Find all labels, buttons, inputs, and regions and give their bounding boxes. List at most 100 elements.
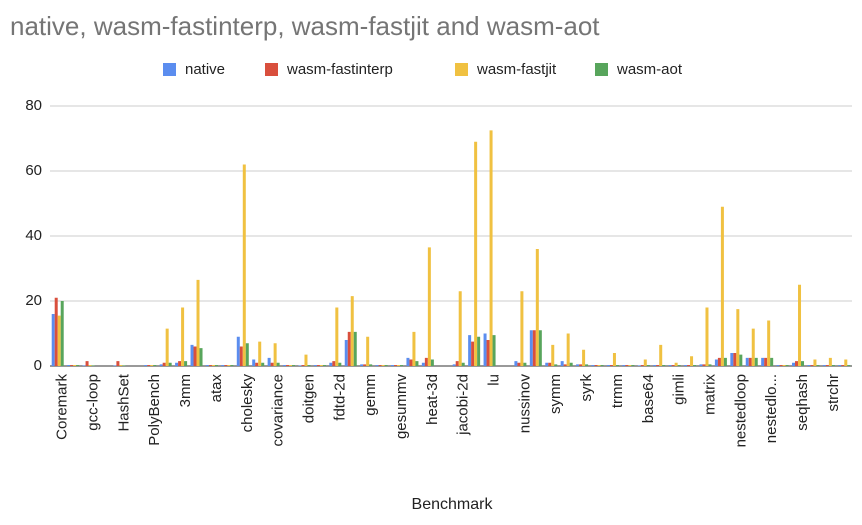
- bar: [353, 331, 357, 366]
- bar: [699, 364, 703, 366]
- bar: [831, 365, 835, 366]
- bar: [807, 365, 811, 366]
- x-tick-label: lu: [486, 374, 503, 386]
- bar: [520, 291, 524, 366]
- x-tick-label: PolyBench: [146, 374, 163, 446]
- bar: [622, 365, 626, 366]
- legend-label: wasm-fastjit: [476, 61, 557, 78]
- x-tick-label: cholesky: [239, 374, 256, 433]
- x-tick-label: covariance: [270, 374, 287, 447]
- bar: [54, 297, 58, 366]
- bar: [838, 365, 842, 366]
- y-tick-label: 60: [25, 162, 42, 179]
- bar: [242, 164, 246, 366]
- bar: [474, 141, 478, 366]
- bar: [795, 361, 799, 366]
- bar: [193, 346, 197, 366]
- bar: [461, 362, 465, 366]
- bar: [548, 362, 552, 366]
- bar: [612, 353, 616, 366]
- bar: [517, 362, 521, 366]
- bar: [489, 130, 493, 366]
- bar: [594, 365, 598, 366]
- bar: [73, 365, 77, 366]
- bar: [690, 356, 694, 366]
- bar: [221, 365, 225, 366]
- bar: [720, 206, 724, 366]
- bar: [739, 354, 743, 366]
- legend-swatch: [455, 63, 468, 76]
- bar: [350, 296, 354, 366]
- bar: [344, 340, 348, 366]
- bar: [628, 365, 632, 366]
- bar: [369, 364, 373, 366]
- bar: [255, 362, 259, 366]
- x-tick-label: seqhash: [794, 374, 811, 431]
- bar: [76, 365, 80, 366]
- legend-swatch: [595, 63, 608, 76]
- bar: [492, 335, 496, 366]
- y-tick-label: 20: [25, 292, 42, 309]
- x-tick-label: fdtd-2d: [331, 374, 348, 421]
- bar: [798, 284, 802, 366]
- bar: [671, 365, 675, 366]
- bar: [477, 336, 481, 366]
- x-tick-label: jacobi-2d: [455, 374, 472, 436]
- bar: [116, 361, 120, 366]
- bar: [782, 365, 786, 366]
- bar: [85, 361, 89, 366]
- bar: [391, 365, 395, 366]
- bar: [631, 365, 635, 366]
- bar: [332, 361, 336, 366]
- bar: [615, 365, 619, 366]
- bar: [532, 330, 536, 366]
- bar: [751, 328, 755, 366]
- bar: [286, 365, 290, 366]
- bar: [825, 365, 829, 366]
- bar: [551, 344, 555, 366]
- bar: [427, 247, 431, 366]
- bar: [258, 341, 262, 366]
- bar: [717, 357, 721, 366]
- bar: [844, 359, 848, 366]
- bar: [70, 365, 74, 366]
- bar: [214, 365, 218, 366]
- bar: [230, 365, 234, 366]
- bar: [421, 362, 425, 366]
- bar: [730, 353, 734, 366]
- bar: [606, 365, 610, 366]
- x-tick-label: HashSet: [115, 373, 132, 431]
- bar: [761, 357, 765, 366]
- bar: [714, 359, 718, 366]
- legend-swatch: [163, 63, 176, 76]
- bar: [119, 365, 123, 366]
- bar: [168, 362, 172, 366]
- legend-label: wasm-aot: [616, 61, 683, 78]
- bar: [816, 365, 820, 366]
- x-tick-label: gcc-loop: [85, 374, 102, 431]
- x-tick-label: atax: [208, 374, 225, 403]
- bar: [486, 340, 490, 366]
- bar: [304, 354, 308, 366]
- bar: [810, 365, 814, 366]
- bar: [319, 365, 323, 366]
- bar: [597, 365, 601, 366]
- x-tick-label: symm: [547, 374, 564, 414]
- bar: [289, 365, 293, 366]
- bar: [514, 361, 518, 366]
- x-tick-label: doitgen: [300, 374, 317, 423]
- bar: [662, 365, 666, 366]
- bar: [841, 365, 845, 366]
- bar: [236, 336, 240, 366]
- bar: [554, 364, 558, 366]
- bar: [545, 362, 549, 366]
- bar: [208, 365, 212, 366]
- bar: [801, 361, 805, 366]
- bar: [394, 365, 398, 366]
- bar: [640, 365, 644, 366]
- bar: [569, 362, 573, 366]
- bar: [723, 357, 727, 366]
- y-tick-label: 0: [34, 357, 42, 374]
- bar: [754, 357, 758, 366]
